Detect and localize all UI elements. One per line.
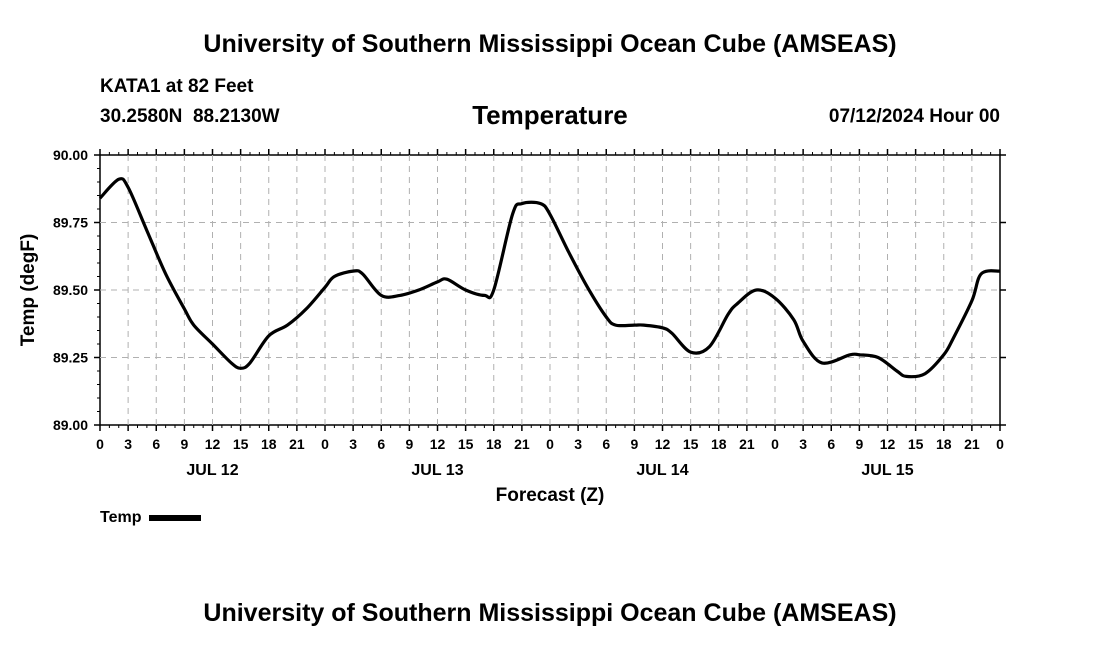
x-tick-label: 21 <box>514 436 530 452</box>
x-tick-label: 6 <box>827 436 835 452</box>
x-tick-label: 18 <box>711 436 727 452</box>
legend-label-temp: Temp <box>100 509 142 526</box>
day-label: JUL 14 <box>636 462 688 479</box>
chart-title: Temperature <box>472 100 628 130</box>
chart-legend: Temp <box>100 509 202 527</box>
x-tick-label: 6 <box>152 436 160 452</box>
x-tick-label: 9 <box>405 436 413 452</box>
series-line-temp <box>98 177 1001 379</box>
legend-swatch-temp <box>149 515 202 521</box>
x-tick-label: 3 <box>349 436 357 452</box>
x-tick-label: 0 <box>771 436 779 452</box>
x-tick-label: 15 <box>458 436 474 452</box>
y-tick-label: 90.00 <box>53 147 88 163</box>
y-tick-label: 89.00 <box>53 417 88 433</box>
x-tick-label: 3 <box>124 436 132 452</box>
x-tick-label: 0 <box>546 436 554 452</box>
x-tick-label: 0 <box>996 436 1004 452</box>
x-tick-label: 21 <box>964 436 980 452</box>
y-tick-label: 89.50 <box>53 282 88 298</box>
x-tick-label: 15 <box>908 436 924 452</box>
x-tick-label: 12 <box>430 436 446 452</box>
forecast-run-time: 07/12/2024 Hour 00 <box>828 106 1000 127</box>
y-axis-label: Temp (degF) <box>18 234 39 347</box>
x-tick-label: 12 <box>655 436 671 452</box>
x-tick-label: 9 <box>855 436 863 452</box>
station-coordinates: 30.2580N 88.2130W <box>100 106 280 127</box>
x-tick-label: 0 <box>96 436 104 452</box>
x-tick-label: 12 <box>205 436 221 452</box>
chart-main-title: University of Southern Mississippi Ocean… <box>203 30 897 58</box>
x-tick-label: 15 <box>683 436 699 452</box>
x-tick-label: 3 <box>799 436 807 452</box>
x-tick-label: 18 <box>936 436 952 452</box>
x-tick-label: 3 <box>574 436 582 452</box>
x-tick-label: 18 <box>261 436 277 452</box>
x-tick-label: 12 <box>880 436 896 452</box>
station-label: KATA1 at 82 Feet <box>100 76 254 97</box>
x-tick-label: 6 <box>377 436 385 452</box>
day-label: JUL 12 <box>186 462 238 479</box>
y-tick-label: 89.75 <box>53 215 88 231</box>
x-tick-label: 6 <box>602 436 610 452</box>
x-tick-label: 18 <box>486 436 502 452</box>
day-label: JUL 15 <box>861 462 913 479</box>
x-tick-label: 15 <box>233 436 249 452</box>
x-tick-label: 9 <box>630 436 638 452</box>
footer-title: University of Southern Mississippi Ocean… <box>203 599 897 627</box>
day-label: JUL 13 <box>411 462 463 479</box>
y-tick-label: 89.25 <box>53 350 88 366</box>
x-tick-label: 21 <box>739 436 755 452</box>
x-tick-label: 9 <box>180 436 188 452</box>
x-tick-label: 21 <box>289 436 305 452</box>
x-axis-label: Forecast (Z) <box>496 485 605 506</box>
x-tick-label: 0 <box>321 436 329 452</box>
